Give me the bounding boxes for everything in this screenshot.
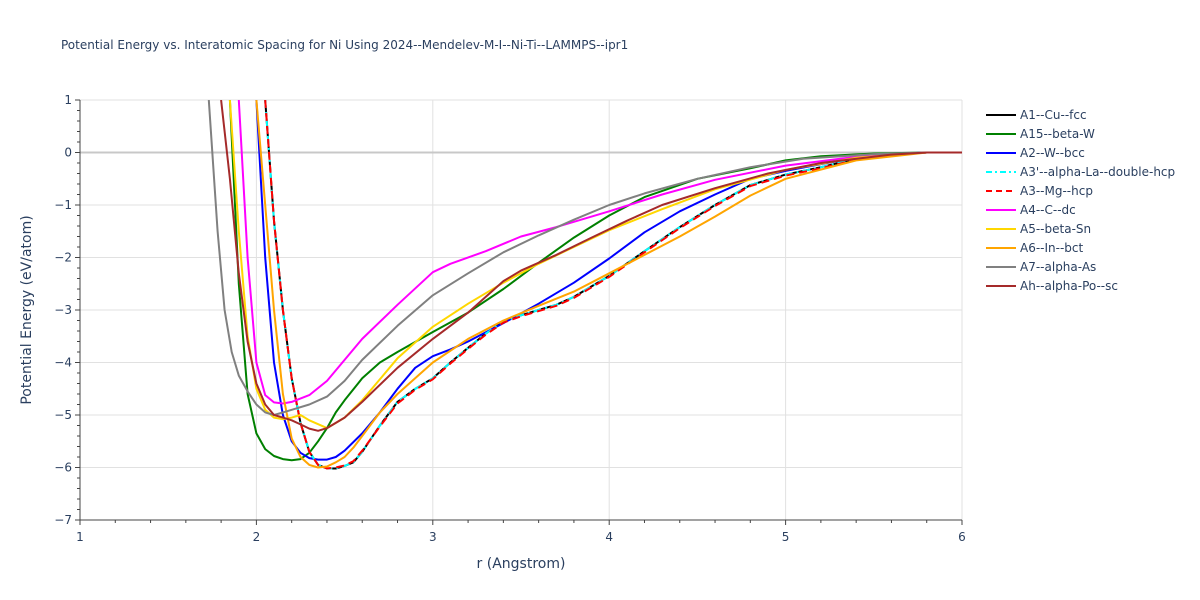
grid-lines xyxy=(80,99,963,520)
y-tick-label: 0 xyxy=(64,146,72,160)
legend-label: A7--alpha-As xyxy=(1020,259,1097,274)
legend-item[interactable]: A3--Mg--hcp xyxy=(984,181,1175,200)
legend-label: A1--Cu--fcc xyxy=(1020,107,1087,122)
legend-label: A3'--alpha-La--double-hcp xyxy=(1020,164,1176,179)
x-tick-label: 2 xyxy=(253,530,261,544)
y-tick-label: −6 xyxy=(54,461,72,475)
x-tick-label: 4 xyxy=(605,530,613,544)
legend-swatch xyxy=(986,246,1016,249)
legend-item[interactable]: A3'--alpha-La--double-hcp xyxy=(984,162,1175,181)
series-lines xyxy=(207,100,962,470)
series-line[interactable] xyxy=(255,100,962,469)
x-tick-label: 3 xyxy=(429,530,437,544)
legend-item[interactable]: Ah--alpha-Po--sc xyxy=(984,276,1175,295)
series-line[interactable] xyxy=(228,100,962,430)
x-tick-label: 6 xyxy=(958,530,966,544)
legend-item[interactable]: A6--In--bct xyxy=(984,238,1175,257)
series-line[interactable] xyxy=(207,100,962,416)
y-tick-label: −3 xyxy=(54,303,72,317)
legend-label: A5--beta-Sn xyxy=(1020,221,1092,236)
series-line[interactable] xyxy=(220,100,962,432)
y-tick-label: −4 xyxy=(54,356,72,370)
y-axis-label: Potential Energy (eV/atom) xyxy=(19,215,35,404)
series-line[interactable] xyxy=(228,100,962,462)
y-tick-label: −5 xyxy=(54,408,72,422)
legend-swatch xyxy=(986,170,1016,173)
legend-label: A3--Mg--hcp xyxy=(1020,183,1093,198)
legend-label: A2--W--bcc xyxy=(1020,145,1085,160)
legend-label: A6--In--bct xyxy=(1020,240,1084,255)
y-tick-label: 1 xyxy=(64,93,72,107)
series-line[interactable] xyxy=(237,100,962,405)
legend-label: Ah--alpha-Po--sc xyxy=(1020,278,1118,293)
x-tick-label: 5 xyxy=(782,530,790,544)
legend-item[interactable]: A5--beta-Sn xyxy=(984,219,1175,238)
legend-label: A15--beta-W xyxy=(1020,126,1095,141)
y-tick-label: −1 xyxy=(54,198,72,212)
x-tick-label: 1 xyxy=(76,530,84,544)
y-tick-label: −7 xyxy=(54,513,72,527)
legend-item[interactable]: A4--C--dc xyxy=(984,200,1175,219)
chart-title: Potential Energy vs. Interatomic Spacing… xyxy=(61,38,629,52)
legend-swatch xyxy=(986,151,1016,154)
legend-item[interactable]: A1--Cu--fcc xyxy=(984,105,1175,124)
legend-item[interactable]: A15--beta-W xyxy=(984,124,1175,143)
legend-item[interactable]: A2--W--bcc xyxy=(984,143,1175,162)
axes: 1 2 3 4 5 6 1 0 −1 −2 −3 −4 −5 −6 −7 xyxy=(54,93,966,544)
series-line[interactable] xyxy=(264,100,962,470)
legend-swatch xyxy=(986,189,1016,192)
x-axis-label: r (Angstrom) xyxy=(477,556,566,572)
legend-swatch xyxy=(986,208,1016,211)
legend-swatch xyxy=(986,284,1016,287)
legend-swatch xyxy=(986,265,1016,268)
y-tick-label: −2 xyxy=(54,251,72,265)
legend: A1--Cu--fcc A15--beta-W A2--W--bcc A3'--alp… xyxy=(984,105,1175,295)
legend-label: A4--C--dc xyxy=(1020,202,1076,217)
legend-swatch xyxy=(986,227,1016,230)
legend-swatch xyxy=(986,113,1016,116)
legend-item[interactable]: A7--alpha-As xyxy=(984,257,1175,276)
legend-swatch xyxy=(986,132,1016,135)
